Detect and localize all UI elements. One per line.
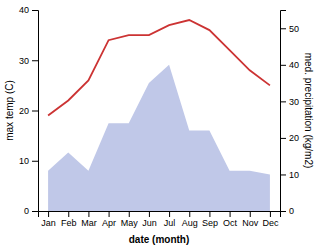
tick-mark (280, 211, 286, 212)
tick-mark (109, 211, 110, 217)
x-tick: Mar (81, 211, 97, 228)
tick-mark (32, 111, 38, 112)
x-tick: Jun (142, 211, 157, 228)
tick-label: Dec (262, 218, 279, 228)
tick-label: 0 (24, 206, 29, 216)
y-tick: 40 (280, 60, 299, 70)
plot-area (48, 20, 270, 211)
tick-mark (88, 211, 89, 217)
tick-mark (32, 10, 38, 11)
y2-axis: 0 10 20 30 40 50 (280, 11, 299, 217)
tick-mark (32, 161, 38, 162)
tick-mark (169, 211, 170, 217)
tick-label: 30 (289, 97, 299, 107)
line (48, 20, 270, 115)
tick-label: Nov (242, 218, 259, 228)
x-tick: Sep (202, 211, 218, 228)
x-axis-title: date (month) (129, 234, 190, 245)
chart: Jan Feb Mar Apr MayJun Jul Aug Sep Oct NovDec 0 10 2… (0, 0, 318, 247)
y-tick: 10 (19, 156, 38, 166)
y-tick: 0 (24, 206, 38, 216)
y-axis: 0 10 20 30 40 (19, 5, 39, 216)
y-axis-title: max temp (C) (4, 80, 15, 141)
x-tick: Aug (182, 211, 198, 228)
tick-mark (250, 211, 251, 217)
x-tick: Jan (41, 211, 56, 228)
tick-label: 20 (19, 106, 29, 116)
y-tick: 30 (280, 97, 299, 107)
x-axis: Jan Feb Mar Apr MayJun Jul Aug Sep Oct NovDec (39, 211, 281, 228)
y-tick: 20 (19, 106, 38, 116)
tick-label: Apr (102, 218, 116, 228)
axis-line (281, 11, 287, 212)
x-tick: Dec (262, 211, 279, 228)
tick-label: 20 (289, 133, 299, 143)
tick-label: 40 (19, 5, 29, 15)
y-tick: 0 (280, 206, 294, 216)
tick-mark (230, 211, 231, 217)
axis-line (39, 212, 281, 218)
x-tick: May (121, 211, 139, 228)
tick-label: 10 (289, 170, 299, 180)
x-tick: Oct (223, 211, 238, 228)
tick-label: Jun (142, 218, 157, 228)
tick-mark (149, 211, 150, 217)
tick-label: Jul (164, 218, 176, 228)
y-tick: 40 (19, 5, 38, 15)
tick-mark (48, 211, 49, 217)
y-tick: 50 (280, 24, 299, 34)
y-tick: 20 (280, 133, 299, 143)
tick-label: 0 (289, 206, 294, 216)
y-tick: 30 (19, 56, 38, 66)
tick-mark (280, 101, 286, 102)
tick-mark (270, 211, 271, 217)
tick-mark (280, 28, 286, 29)
tick-label: May (121, 218, 139, 228)
tick-label: Sep (202, 218, 218, 228)
tick-mark (280, 138, 286, 139)
tick-mark (280, 174, 286, 175)
tick-mark (189, 211, 190, 217)
tick-mark (68, 211, 69, 217)
tick-label: 30 (19, 56, 29, 66)
tick-label: 50 (289, 24, 299, 34)
tick-mark (32, 211, 38, 212)
x-tick: Jul (164, 211, 176, 228)
tick-mark (280, 65, 286, 66)
x-tick: Apr (102, 211, 116, 228)
y2-axis-title: med. precipitation (kg/m2) (303, 53, 314, 169)
tick-label: 40 (289, 60, 299, 70)
tick-label: Aug (182, 218, 198, 228)
tick-label: Feb (61, 218, 77, 228)
tick-label: Jan (41, 218, 56, 228)
axis-line (32, 11, 39, 212)
x-tick: Feb (61, 211, 77, 228)
y-tick: 10 (280, 170, 299, 180)
tick-label: Oct (223, 218, 238, 228)
tick-mark (129, 211, 130, 217)
x-tick: Nov (242, 211, 259, 228)
tick-label: Mar (81, 218, 97, 228)
tick-mark (32, 60, 38, 61)
tick-mark (209, 211, 210, 217)
tick-label: 10 (19, 156, 29, 166)
